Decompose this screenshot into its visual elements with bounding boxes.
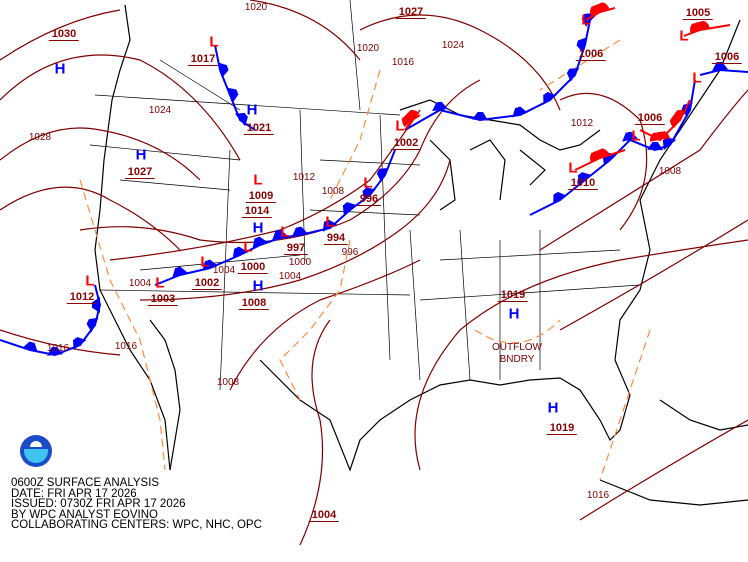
pressure-center-value: 1012: [66, 292, 98, 304]
isobar-label: 1016: [586, 490, 610, 501]
caption-line-analyst: BY WPC ANALYST EOVINO: [11, 508, 158, 521]
pressure-center-value: 1009: [245, 191, 277, 203]
outflow-boundary-label: OUTFLOW: [492, 342, 542, 353]
isobars: [0, 0, 748, 546]
pressure-center-value: 1014: [241, 206, 273, 218]
isobar-label: 1016: [46, 343, 70, 354]
isobar-label: 1008: [321, 186, 345, 197]
isobar-label: 1028: [28, 132, 52, 143]
pressure-center-value: 1027: [124, 167, 156, 179]
low-pressure-symbol: L: [395, 117, 405, 135]
isobar-label: 1000: [288, 257, 312, 268]
pressure-center-value: 1019: [546, 423, 578, 435]
isobar-label: 1020: [244, 2, 268, 13]
warm-fronts: [405, 8, 731, 171]
outflow-boundary-label: BNDRY: [499, 354, 535, 365]
isobar-label: 1008: [216, 377, 240, 388]
isobar-label: 1008: [658, 166, 682, 177]
pressure-center-value: 1003: [147, 294, 179, 306]
low-pressure-symbol: L: [631, 127, 641, 145]
pressure-center-value: 1005: [682, 8, 714, 20]
noaa-logo: [20, 435, 52, 467]
high-pressure-symbol: H: [135, 146, 147, 164]
caption-line-date: DATE: FRI APR 17 2026: [11, 487, 137, 500]
isobar-label: 1012: [570, 118, 594, 129]
low-pressure-symbol: L: [581, 11, 591, 29]
low-pressure-symbol: L: [155, 274, 165, 292]
pressure-center-value: 996: [356, 194, 382, 206]
low-pressure-symbol: L: [209, 33, 219, 51]
low-pressure-symbol: L: [243, 238, 253, 256]
isobar-label: 1004: [212, 265, 236, 276]
low-pressure-symbol: L: [280, 223, 290, 241]
caption-line-issued: ISSUED: 0730Z FRI APR 17 2026: [11, 498, 186, 510]
pressure-center-value: 1004: [308, 510, 340, 522]
caption-line-title: 0600Z SURFACE ANALYSIS: [11, 477, 160, 489]
cold-fronts: [0, 9, 748, 357]
low-pressure-symbol: L: [85, 272, 95, 290]
high-pressure-symbol: H: [54, 60, 66, 78]
pressure-center-value: 1010: [567, 178, 599, 190]
pressure-center-value: 1027: [395, 7, 427, 19]
isobar-label: 1024: [148, 105, 172, 116]
pressure-center-value: 1006: [575, 49, 607, 61]
product-caption: 0600Z SURFACE ANALYSIS DATE: FRI APR 17 …: [11, 478, 262, 531]
low-pressure-symbol: L: [679, 27, 689, 45]
isobar-label: 1004: [278, 271, 302, 282]
low-pressure-symbol: L: [253, 171, 263, 189]
high-pressure-symbol: H: [252, 219, 264, 237]
pressure-center-value: 1008: [238, 298, 270, 310]
pressure-center-value: 997: [283, 243, 309, 255]
high-pressure-symbol: H: [547, 399, 559, 417]
low-pressure-symbol: L: [200, 253, 210, 271]
isobar-label: 1004: [128, 278, 152, 289]
pressure-center-value: 1002: [390, 138, 422, 150]
pressure-center-value: 1006: [634, 113, 666, 125]
isobar-label: 1024: [441, 40, 465, 51]
pressure-center-value: 1019: [497, 290, 529, 302]
pressure-center-value: 1000: [237, 262, 269, 274]
low-pressure-symbol: L: [692, 69, 702, 87]
low-pressure-symbol: L: [325, 213, 335, 231]
high-pressure-symbol: H: [246, 101, 258, 119]
pressure-center-value: 1030: [48, 29, 80, 41]
pressure-center-value: 1002: [191, 278, 223, 290]
pressure-center-value: 1006: [711, 52, 743, 64]
caption-line-centers: COLLABORATING CENTERS: WPC, NHC, OPC: [11, 519, 262, 531]
low-pressure-symbol: L: [568, 159, 578, 177]
isobar-label: 1016: [391, 57, 415, 68]
isobar-label: 996: [341, 247, 359, 258]
high-pressure-symbol: H: [252, 277, 264, 295]
isobar-label: 1016: [114, 341, 138, 352]
pressure-center-value: 994: [323, 233, 349, 245]
isobar-label: 1012: [292, 172, 316, 183]
isobar-label: 1020: [356, 43, 380, 54]
high-pressure-symbol: H: [508, 305, 520, 323]
low-pressure-symbol: L: [363, 174, 373, 192]
pressure-center-value: 1017: [187, 54, 219, 66]
pressure-center-value: 1021: [243, 123, 275, 135]
